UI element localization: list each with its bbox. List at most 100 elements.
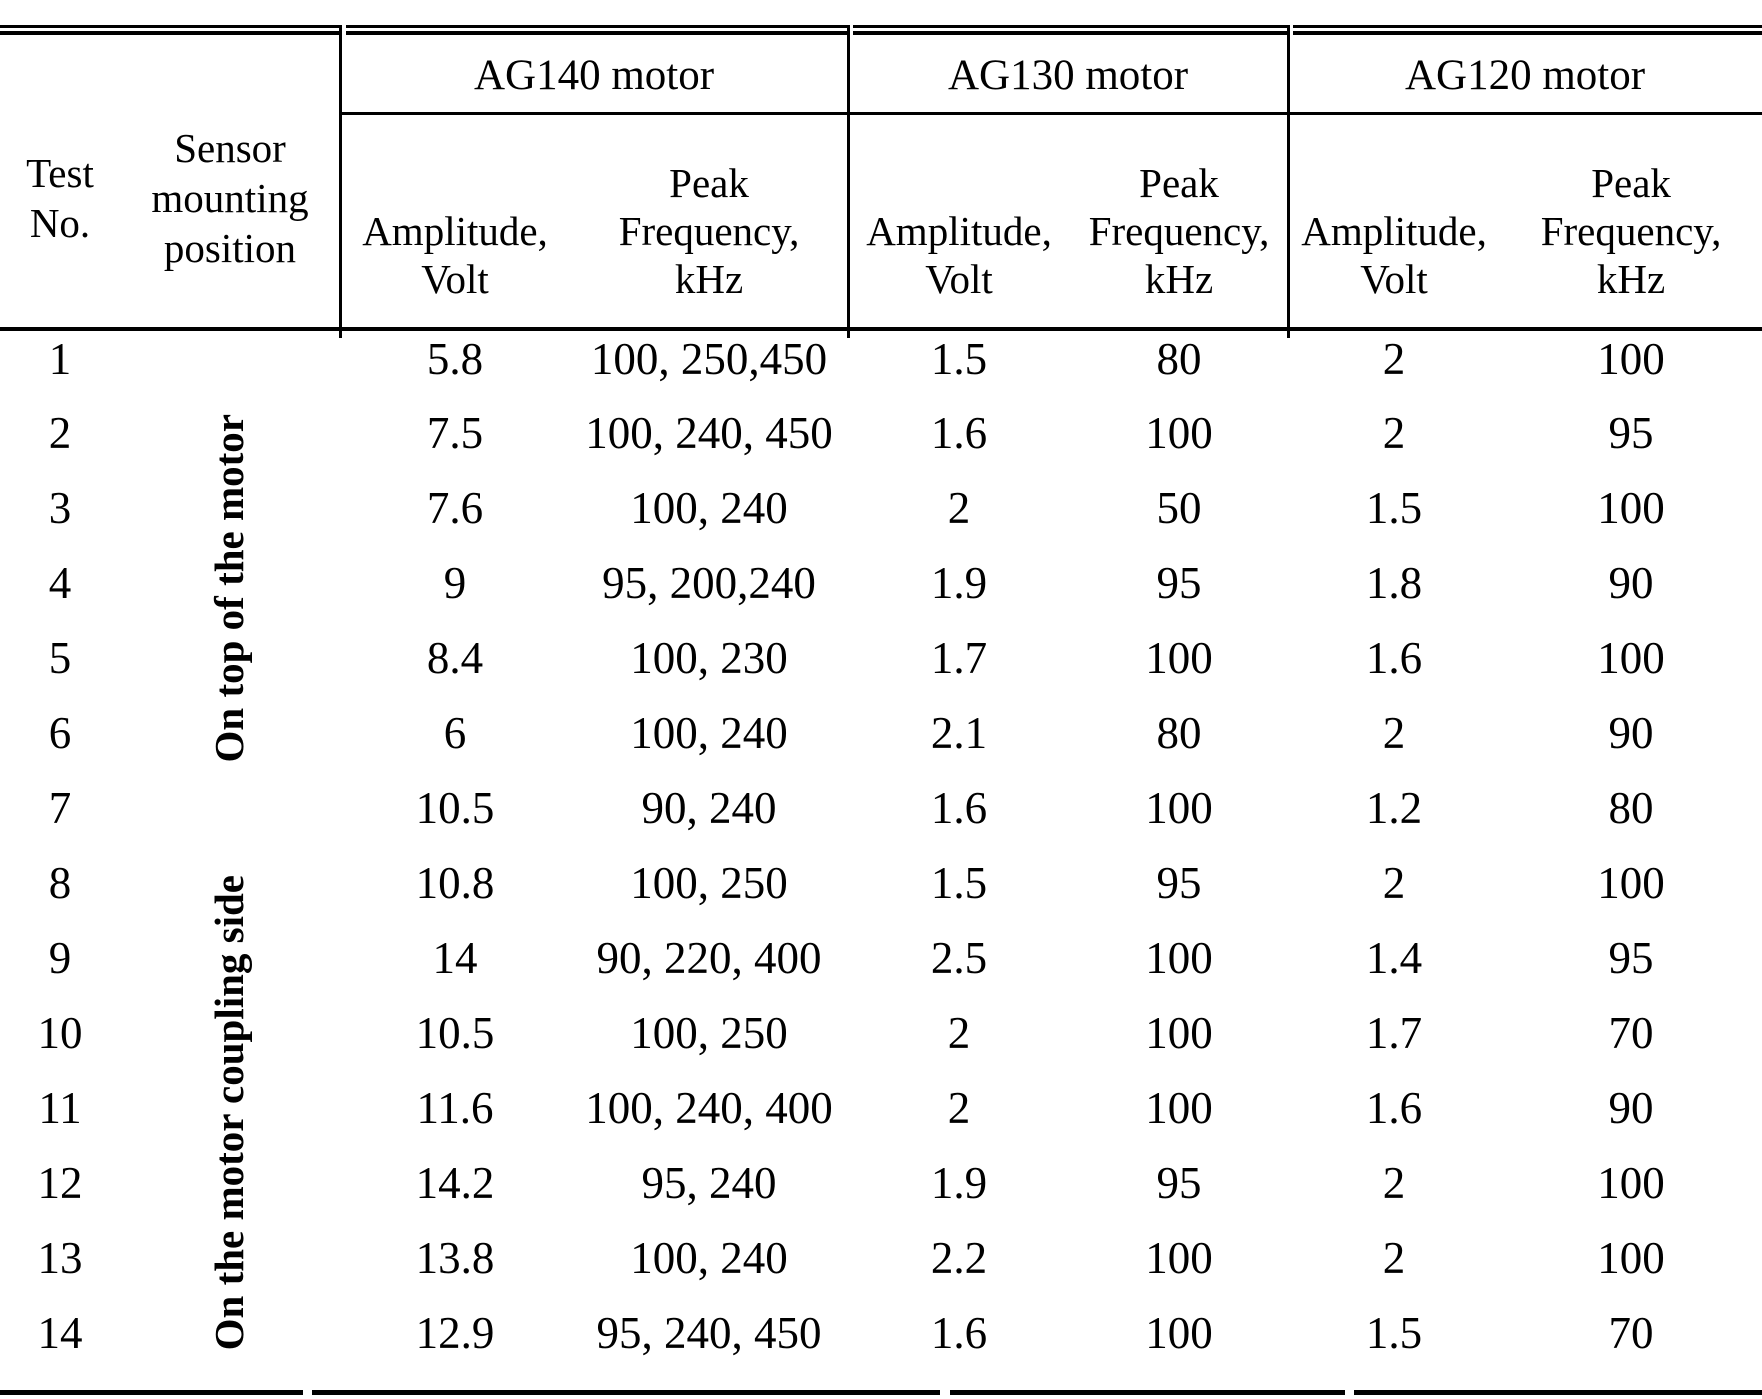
subheader-amplitude-ag140: Amplitude, Volt xyxy=(340,113,570,331)
bottom-border-segment xyxy=(950,1390,1345,1395)
cell-ag130-frequency: 100 xyxy=(1145,408,1213,458)
subheader-frequency-line: Peak xyxy=(1591,160,1671,206)
subheader-frequency-line: Frequency, xyxy=(618,208,800,254)
table-row: 1 On top of the motor 5.8 100, 250,450 1… xyxy=(0,329,1762,763)
cell-ag140-frequency: 100, 250 xyxy=(630,1008,788,1058)
table-row: 12 14.2 95, 240 1.9 95 2 100 xyxy=(0,1154,1762,1229)
rotated-label: On top of the motor xyxy=(206,414,253,763)
table-row: 3 7.6 100, 240 2 50 1.5 100 xyxy=(0,479,1762,554)
cell-ag130-frequency: 100 xyxy=(1145,933,1213,983)
cell-ag120-amplitude: 2 xyxy=(1382,408,1406,458)
table-row: 6 6 100, 240 2.1 80 2 90 xyxy=(0,704,1762,779)
cell-ag140-amplitude: 8.4 xyxy=(426,633,484,683)
subheader-row: Amplitude, Volt Peak Frequency, kHz Ampl… xyxy=(0,113,1762,331)
top-double-line-segment xyxy=(346,31,847,35)
cell-ag130-amplitude: 1.5 xyxy=(930,858,988,908)
cell-ag140-frequency: 100, 250 xyxy=(630,858,788,908)
subheader-frequency-line: kHz xyxy=(1596,256,1666,302)
cell-ag130-amplitude: 2 xyxy=(947,483,971,533)
header-sensor-mounting-position: Sensor mounting position xyxy=(120,40,340,331)
table-row: 10 10.5 100, 250 2 100 1.7 70 xyxy=(0,1004,1762,1079)
cell-ag120-frequency: 100 xyxy=(1597,633,1665,683)
top-double-line-segment xyxy=(853,31,1287,35)
subheader-amplitude-line: Amplitude, xyxy=(866,208,1052,254)
cell-ag120-frequency: 100 xyxy=(1597,1233,1665,1283)
cell-ag120-frequency: 90 xyxy=(1608,558,1654,608)
cell-ag120-amplitude: 1.5 xyxy=(1365,1308,1423,1358)
motor-header-row: Test No. Sensor mounting position AG140 … xyxy=(0,40,1762,331)
subheader-frequency-ag130: Peak Frequency, kHz xyxy=(1070,113,1289,331)
subheader-frequency-line: Frequency, xyxy=(1540,208,1722,254)
cell-ag130-amplitude: 1.7 xyxy=(930,633,988,683)
cell-ag140-amplitude: 10.8 xyxy=(415,858,495,908)
subheader-frequency-line: kHz xyxy=(1144,256,1214,302)
cell-ag120-frequency: 80 xyxy=(1608,783,1654,833)
cell-test-no: 4 xyxy=(48,558,72,608)
cell-test-no: 12 xyxy=(37,1158,83,1208)
cell-ag140-frequency: 100, 240 xyxy=(630,708,788,758)
cell-ag120-frequency: 100 xyxy=(1597,483,1665,533)
cell-ag130-frequency: 100 xyxy=(1145,1308,1213,1358)
cell-ag140-amplitude: 14.2 xyxy=(415,1158,495,1208)
cell-ag140-amplitude: 7.5 xyxy=(426,408,484,458)
subheader-amplitude-ag130: Amplitude, Volt xyxy=(848,113,1071,331)
row-group-label-top-of-motor: On top of the motor xyxy=(120,329,340,854)
cell-ag140-amplitude: 10.5 xyxy=(415,783,495,833)
subheader-amplitude-line: Amplitude, xyxy=(1301,208,1487,254)
cell-ag130-amplitude: 1.6 xyxy=(930,783,988,833)
subheader-amplitude-ag120: Amplitude, Volt xyxy=(1288,113,1501,331)
cell-ag120-frequency: 70 xyxy=(1608,1308,1654,1358)
top-double-line-segment xyxy=(1293,25,1762,28)
cell-ag130-frequency: 100 xyxy=(1145,783,1213,833)
cell-ag130-amplitude: 1.9 xyxy=(930,1158,988,1208)
table-row: 8 On the motor coupling side 10.8 100, 2… xyxy=(0,854,1762,1351)
bottom-border-segment xyxy=(312,1390,940,1395)
cell-ag130-amplitude: 2.1 xyxy=(930,708,988,758)
cell-ag140-amplitude: 14 xyxy=(432,933,478,983)
cell-ag120-frequency: 90 xyxy=(1608,1083,1654,1133)
top-double-line-segment xyxy=(0,25,340,28)
cell-ag130-amplitude: 2.2 xyxy=(930,1233,988,1283)
table-row: 2 7.5 100, 240, 450 1.6 100 2 95 xyxy=(0,404,1762,479)
cell-ag140-frequency: 100, 240 xyxy=(630,483,788,533)
cell-ag120-frequency: 100 xyxy=(1597,1158,1665,1208)
cell-ag140-amplitude: 12.9 xyxy=(415,1308,495,1358)
cell-ag130-amplitude: 2 xyxy=(947,1083,971,1133)
subheader-amplitude-line: Amplitude, xyxy=(362,208,548,254)
cell-ag140-amplitude: 6 xyxy=(443,708,467,758)
cell-ag130-amplitude: 1.9 xyxy=(930,558,988,608)
cell-ag140-amplitude: 11.6 xyxy=(416,1083,494,1133)
cell-ag140-amplitude: 7.6 xyxy=(426,483,484,533)
subheader-frequency-line: Peak xyxy=(669,160,749,206)
header-test-no-line: Test xyxy=(26,149,94,196)
header-sensor-line: position xyxy=(163,224,297,271)
cell-ag130-frequency: 50 xyxy=(1156,483,1202,533)
header-motor-ag140: AG140 motor xyxy=(340,40,849,115)
cell-test-no: 8 xyxy=(48,858,72,908)
subheader-amplitude-line: Volt xyxy=(1360,256,1428,302)
cell-test-no: 7 xyxy=(48,783,72,833)
header-motor-ag130: AG130 motor xyxy=(848,40,1289,115)
cell-ag120-amplitude: 2 xyxy=(1382,1233,1406,1283)
cell-ag140-frequency: 100, 240 xyxy=(630,1233,788,1283)
cell-ag120-frequency: 95 xyxy=(1608,408,1654,458)
cell-ag130-frequency: 95 xyxy=(1156,558,1202,608)
table-row: 5 8.4 100, 230 1.7 100 1.6 100 xyxy=(0,629,1762,704)
cell-ag140-amplitude: 13.8 xyxy=(415,1233,495,1283)
cell-ag140-frequency: 95, 240 xyxy=(641,1158,777,1208)
cell-ag130-frequency: 100 xyxy=(1145,1233,1213,1283)
header-sensor-line: mounting xyxy=(151,174,309,221)
cell-ag140-amplitude: 9 xyxy=(443,558,467,608)
header-sensor-line: Sensor xyxy=(174,124,286,171)
cell-ag140-frequency: 90, 240 xyxy=(641,783,777,833)
cell-ag120-amplitude: 1.5 xyxy=(1365,483,1423,533)
cell-test-no: 13 xyxy=(37,1233,83,1283)
bottom-border-segment xyxy=(0,1390,303,1395)
cell-ag140-frequency: 100, 240, 450 xyxy=(585,408,833,458)
table-row: 4 9 95, 200,240 1.9 95 1.8 90 xyxy=(0,554,1762,629)
table-row: 13 13.8 100, 240 2.2 100 2 100 xyxy=(0,1229,1762,1304)
cell-ag130-frequency: 100 xyxy=(1145,633,1213,683)
cell-test-no: 3 xyxy=(48,483,72,533)
subheader-amplitude-line: Volt xyxy=(925,256,993,302)
